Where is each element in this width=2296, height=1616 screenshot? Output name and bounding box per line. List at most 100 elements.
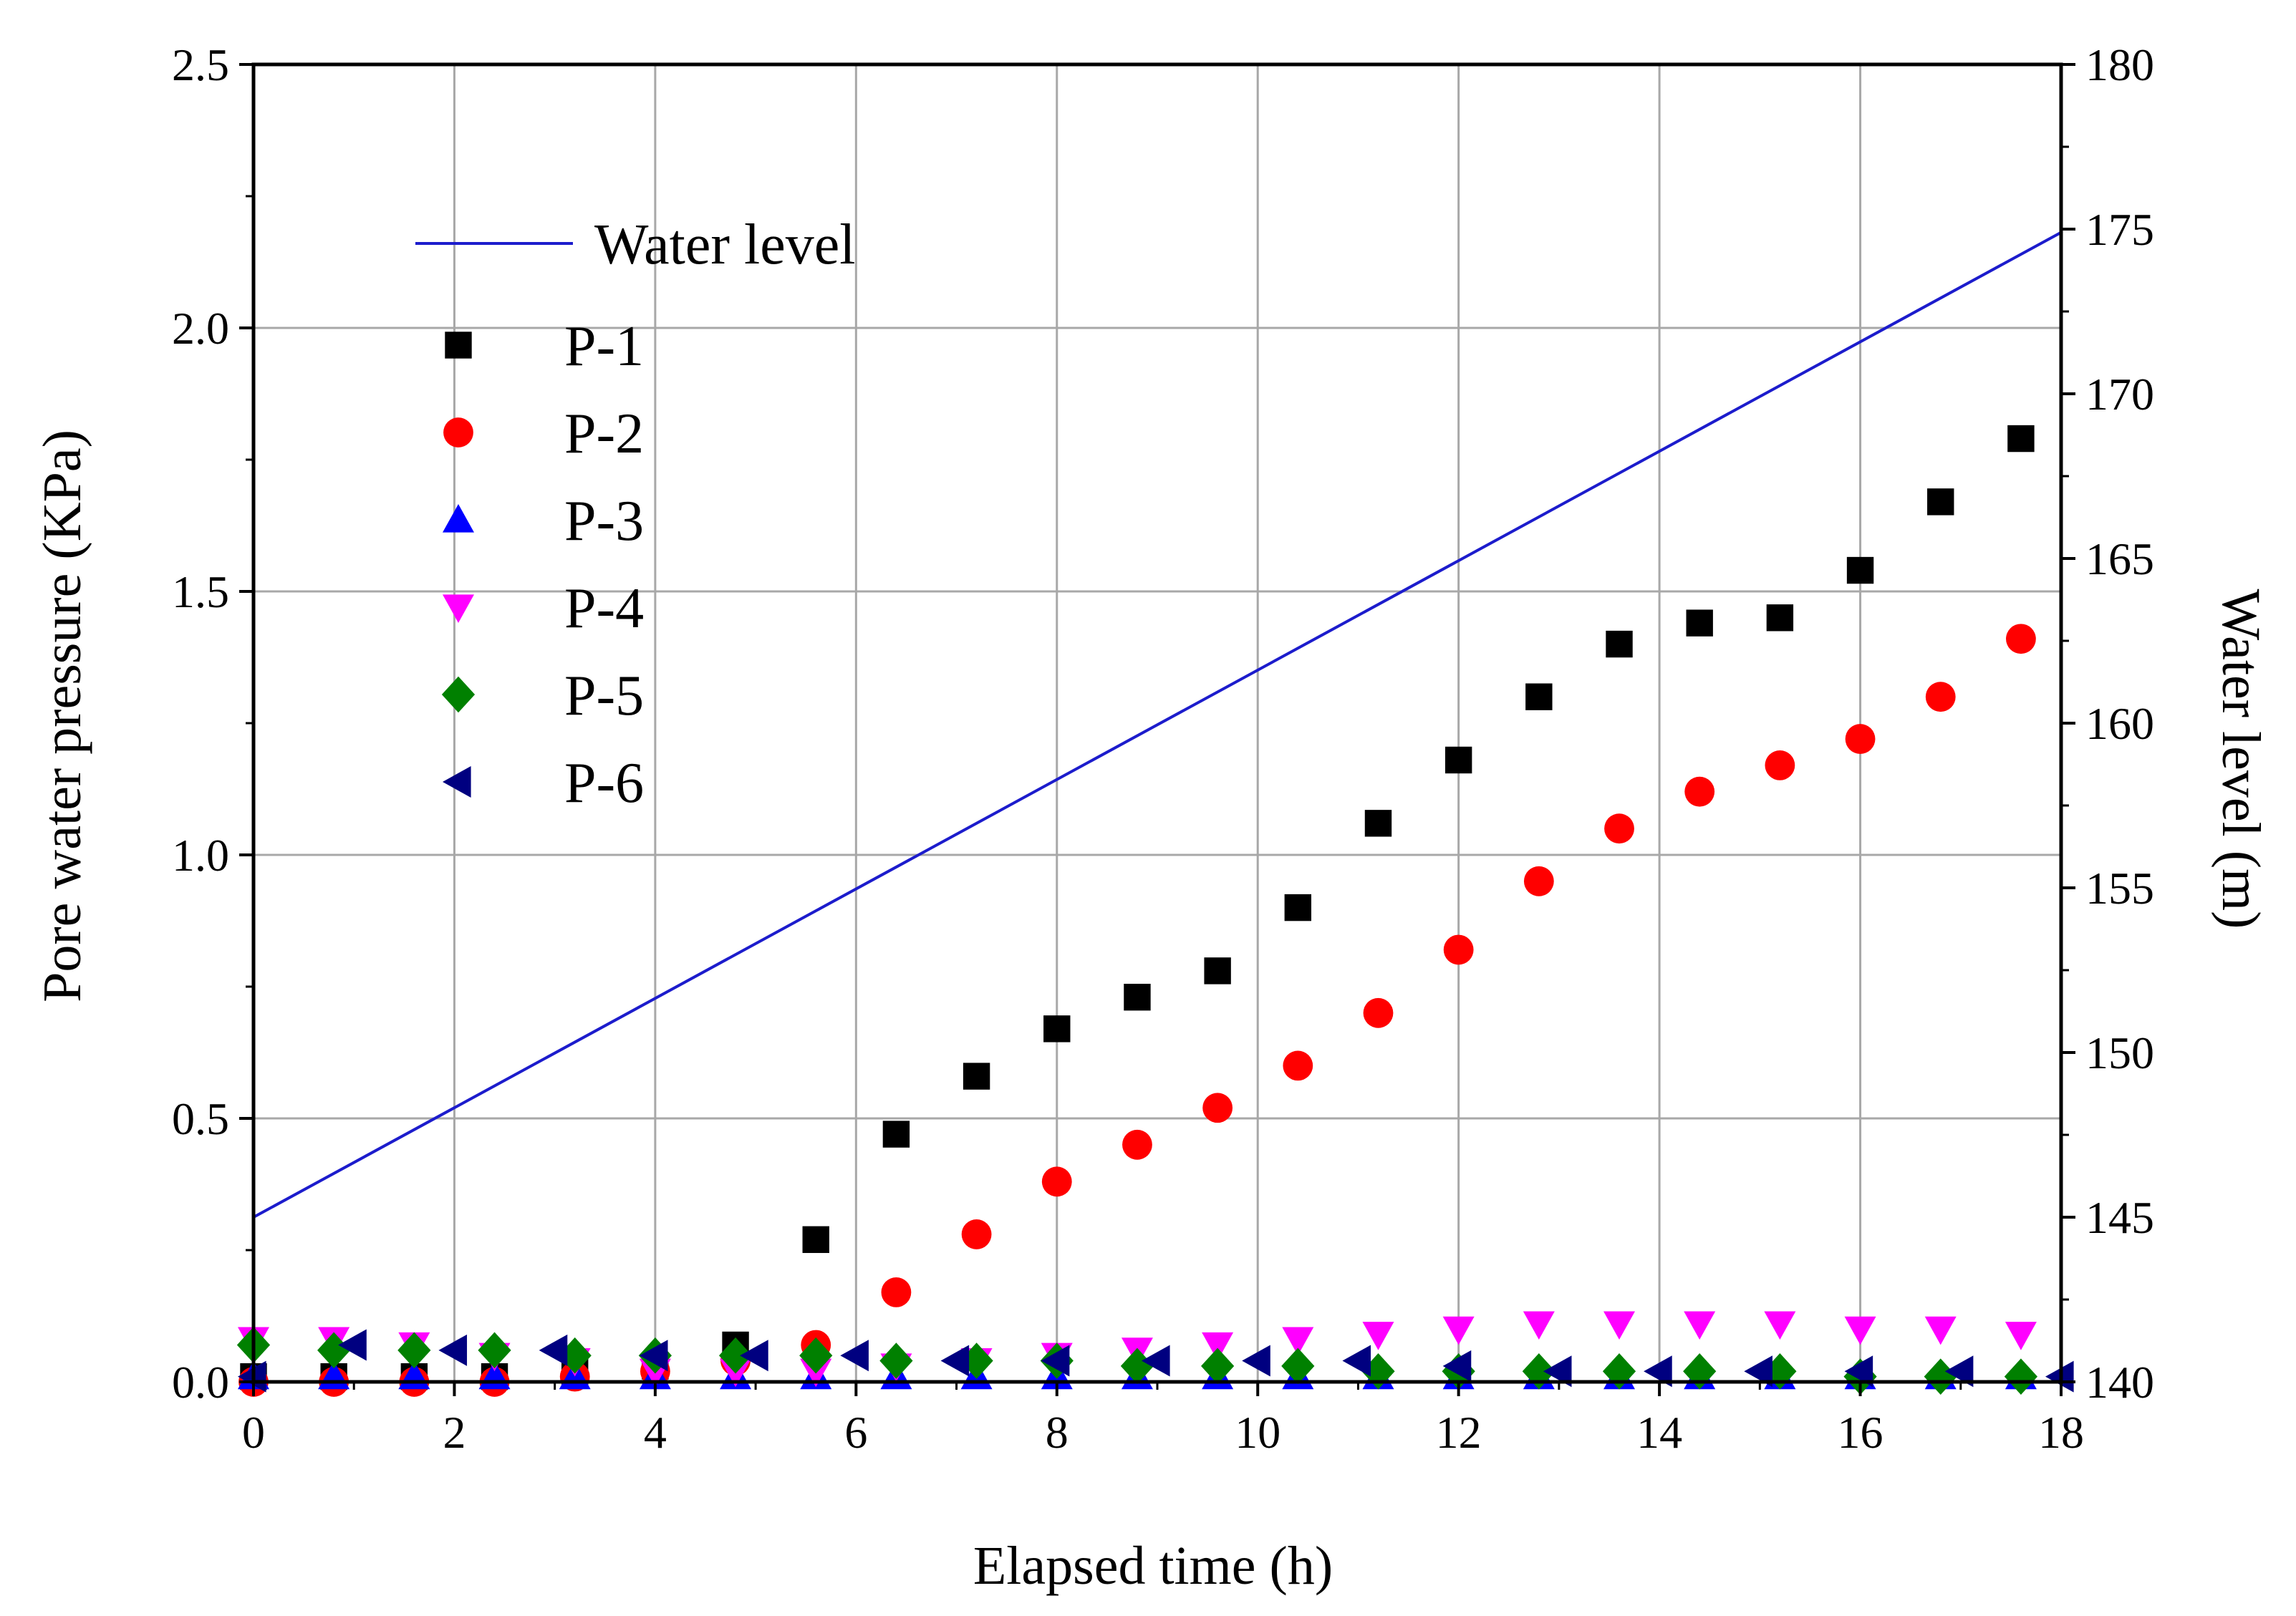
y2-tick-label: 160 [2085,698,2154,749]
legend-p-4-label: P-4 [564,577,644,640]
y2-tick-label: 180 [2085,39,2154,90]
data-point-p-6 [338,1329,367,1361]
y2-axis-title: Water level (m) [2211,589,2271,929]
y2-tick-label: 150 [2085,1027,2154,1078]
data-point-p-6 [1442,1350,1472,1382]
data-point-p-1 [1766,604,1794,632]
legend-p-1-marker [445,332,472,359]
y-axis-title: Pore water pressure (KPa) [32,430,92,1002]
data-point-p-2 [961,1219,992,1249]
data-point-p-6 [1744,1355,1772,1388]
data-point-p-1 [1284,894,1312,921]
data-point-p-1 [1606,630,1633,658]
x-axis-title: Elapsed time (h) [973,1536,1333,1596]
data-point-p-1 [1686,609,1713,637]
y-tick-label: 1.0 [172,830,229,881]
data-point-p-6 [639,1340,668,1372]
legend-p-2-marker [443,417,473,447]
legend-p-1-label: P-1 [564,315,644,378]
data-point-p-1 [1043,1015,1071,1042]
data-point-p-5 [799,1337,833,1374]
data-point-p-4 [1603,1311,1636,1340]
data-point-p-6 [539,1334,568,1366]
data-point-p-6 [1242,1345,1270,1377]
data-point-p-5 [1201,1348,1235,1385]
data-point-p-1 [1364,810,1392,837]
legend-p-5-marker [441,676,476,713]
data-point-p-4 [1684,1311,1716,1340]
y-tick-label: 0.5 [172,1093,229,1144]
y2-tick-label: 170 [2085,369,2154,420]
y2-tick-label: 155 [2085,863,2154,914]
data-point-p-4 [1924,1316,1957,1345]
x-tick-label: 12 [1436,1407,1482,1458]
data-point-p-2 [1283,1050,1313,1081]
data-point-p-5 [1924,1358,1957,1395]
legend-p-6-marker [443,766,471,798]
x-tick-label: 10 [1235,1407,1280,1458]
tick-labels: 0 2 4 6 8 10 12 14 16 18 0.0 0.5 1.0 1.5 2.0 2.5 140 145 1… [172,39,2154,1458]
data-point-p-5 [718,1337,753,1374]
data-point-p-6 [1041,1345,1070,1377]
data-point-p-2 [881,1277,912,1307]
data-point-p-4 [1764,1311,1796,1340]
y-tick-label: 1.5 [172,566,229,617]
data-point-p-1 [2007,425,2035,453]
data-point-p-6 [438,1334,468,1366]
data-point-p-2 [2006,624,2036,654]
data-point-p-5 [478,1332,511,1369]
legend-water-level-label: Water level [594,213,855,276]
data-point-p-5 [1120,1348,1154,1385]
data-point-p-1 [882,1121,910,1148]
data-point-p-2 [1765,750,1795,780]
y2-tick-label: 165 [2085,533,2154,584]
x-tick-label: 14 [1636,1407,1682,1458]
data-point-p-2 [1925,682,1956,712]
data-point-p-2 [1202,1093,1233,1123]
data-point-p-6 [1342,1345,1371,1377]
data-point-p-1 [1444,746,1472,774]
data-point-p-2 [1684,776,1715,807]
data-point-p-2 [1443,934,1474,965]
data-point-p-2 [1845,724,1876,754]
data-point-p-4 [1362,1322,1394,1350]
data-point-p-6 [1844,1355,1873,1388]
legend-p-6-label: P-6 [564,752,644,815]
data-point-p-1 [1846,556,1874,584]
y-tick-label: 2.5 [172,39,229,90]
x-tick-label: 8 [1046,1407,1069,1458]
y2-tick-label: 145 [2085,1192,2154,1243]
water-level-line [253,231,2062,1219]
data-point-p-6 [1644,1355,1672,1388]
data-point-p-6 [840,1340,869,1372]
legend-p-4-marker [443,594,474,623]
axes [239,62,2075,1396]
plot-frame [251,62,2063,1384]
legend-p-3-label: P-3 [564,490,644,553]
data-point-p-4 [1844,1316,1876,1345]
data-point-p-5 [879,1342,913,1379]
data-point-p-2 [1122,1129,1152,1160]
data-point-p-1 [963,1063,990,1090]
data-point-p-5 [2004,1358,2038,1395]
data-point-p-6 [1944,1355,1974,1388]
data-point-p-2 [1363,997,1394,1028]
data-point-p-1 [802,1226,829,1253]
x-tick-label: 18 [2038,1407,2084,1458]
y2-tick-label: 175 [2085,204,2154,255]
y-tick-label: 0.0 [172,1357,229,1408]
x-tick-label: 2 [443,1407,466,1458]
data-point-p-1 [1927,488,1954,516]
data-point-p-5 [397,1332,431,1369]
legend-p-2-label: P-2 [564,402,644,465]
data-point-p-2 [1041,1166,1072,1197]
data-point-p-2 [1523,866,1554,896]
data-point-p-1 [1525,683,1553,710]
legend: Water level P-1 P-2 P-3 P-4 P-5 P-6 [415,213,855,815]
data-point-p-5 [317,1332,351,1369]
water-level-series [253,231,2062,1219]
grid-lines [254,64,2061,1382]
x-tick-label: 16 [1838,1407,1883,1458]
